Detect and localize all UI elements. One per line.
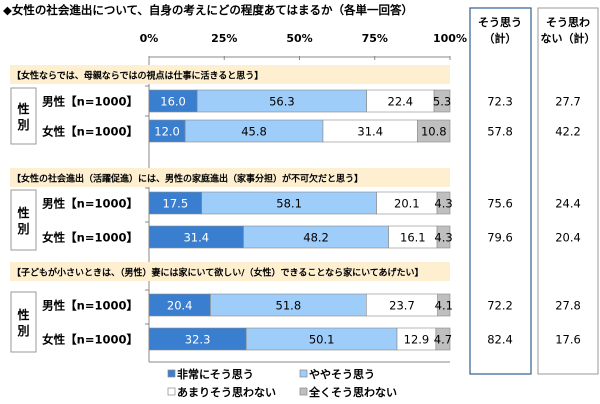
bar-value-label: 20.4 <box>167 299 193 313</box>
bar-value-label: 31.4 <box>357 125 383 139</box>
agree-total-value: 82.4 <box>487 333 513 347</box>
bar-segment <box>417 119 451 143</box>
bar-segment <box>433 89 451 113</box>
question-band <box>10 262 450 281</box>
disagree-header-line1: そう思わ <box>546 16 590 29</box>
x-tick-label: 75% <box>362 32 388 45</box>
bar-segment <box>436 191 451 215</box>
group-label-box <box>10 189 37 251</box>
disagree-total-value: 27.7 <box>555 95 581 109</box>
legend-swatch <box>167 369 176 378</box>
agree-total-value: 75.6 <box>487 197 513 211</box>
bar-value-label: 48.2 <box>303 231 329 245</box>
bar-value-label: 23.7 <box>389 299 415 313</box>
disagree-total-value: 42.2 <box>555 125 581 139</box>
x-tick-label: 50% <box>286 32 312 45</box>
bar-value-label: 20.1 <box>394 197 420 211</box>
bar-value-label: 17.5 <box>163 197 189 211</box>
legend-label: 非常にそう思う <box>177 367 254 381</box>
disagree-total-value: 24.4 <box>555 197 581 211</box>
bar-value-label: 50.1 <box>309 333 335 347</box>
group-label-box <box>10 87 37 145</box>
row-label: 女性【n=1000】 <box>42 231 138 245</box>
disagree-column-box <box>537 7 599 375</box>
legend-swatch <box>167 387 176 396</box>
row-label: 男性【n=1000】 <box>42 197 138 211</box>
bar-value-label: 4.3 <box>434 231 452 245</box>
disagree-header-line2: ない（計） <box>541 31 596 45</box>
bar-segment <box>435 327 451 351</box>
question-label: 【女性ならでは、母親ならではの視点は仕事に活きると思う】 <box>12 70 263 82</box>
group-label-box <box>10 291 37 353</box>
legend-label: あまりそう思わない <box>177 386 276 399</box>
bar-value-label: 12.0 <box>154 125 180 139</box>
legend-label: 全くそう思わない <box>308 385 397 399</box>
bar-value-label: 12.9 <box>404 333 430 347</box>
legend-label: ややそう思う <box>309 368 375 381</box>
bar-segment <box>437 293 451 317</box>
bar-value-label: 32.3 <box>185 333 211 347</box>
group-label-char: 別 <box>16 222 29 236</box>
bar-value-label: 10.8 <box>421 125 447 139</box>
disagree-total-value: 20.4 <box>555 231 581 245</box>
group-label-char: 性 <box>16 101 29 116</box>
bar-value-label: 31.4 <box>183 231 209 245</box>
bar-value-label: 4.7 <box>434 333 452 347</box>
question-label: 【女性の社会進出（活躍促進）には、男性の家庭進出（家事分担）が不可欠だと思う】 <box>12 173 363 185</box>
bar-value-label: 45.8 <box>241 125 267 139</box>
group-label-char: 性 <box>16 307 29 322</box>
row-label: 女性【n=1000】 <box>42 125 138 139</box>
x-tick-label: 25% <box>211 32 237 45</box>
row-label: 男性【n=1000】 <box>42 299 138 313</box>
bar-value-label: 22.4 <box>388 95 414 109</box>
row-label: 女性【n=1000】 <box>42 333 138 347</box>
group-label-char: 別 <box>16 118 29 132</box>
bar-value-label: 16.0 <box>160 95 186 109</box>
bar-value-label: 16.1 <box>400 231 426 245</box>
question-label: 【子どもが小さいときは、（男性）妻には家にいて欲しい/（女性）できることなら家に… <box>12 267 424 279</box>
group-label-char: 性 <box>16 205 29 220</box>
bar-value-label: 58.1 <box>276 197 302 211</box>
row-label: 男性【n=1000】 <box>42 95 138 109</box>
disagree-total-value: 27.8 <box>555 299 581 313</box>
bar-segment <box>436 225 451 249</box>
bar-value-label: 56.3 <box>269 95 295 109</box>
question-band <box>10 168 450 187</box>
bar-value-label: 4.3 <box>434 197 452 211</box>
agree-total-value: 72.2 <box>487 299 513 313</box>
agree-column-header: そう思う（計） <box>478 16 522 45</box>
legend-swatch <box>299 387 308 396</box>
chart-title: ◆女性の社会進出について、自身の考えにどの程度あてはまるか（各単一回答） <box>3 3 413 17</box>
x-tick-label: 100% <box>433 32 467 45</box>
question-band <box>10 65 450 84</box>
legend-swatch <box>299 369 308 378</box>
disagree-total-value: 17.6 <box>555 333 581 347</box>
agree-total-value: 57.8 <box>487 125 513 139</box>
x-tick-label: 0% <box>140 32 159 45</box>
bar-value-label: 5.3 <box>433 95 451 109</box>
group-label-char: 別 <box>16 324 29 338</box>
agree-total-value: 72.3 <box>487 95 513 109</box>
bar-value-label: 51.8 <box>276 299 302 313</box>
agree-column-box <box>469 7 532 375</box>
bar-value-label: 4.1 <box>435 299 453 313</box>
agree-total-value: 79.6 <box>487 231 513 245</box>
